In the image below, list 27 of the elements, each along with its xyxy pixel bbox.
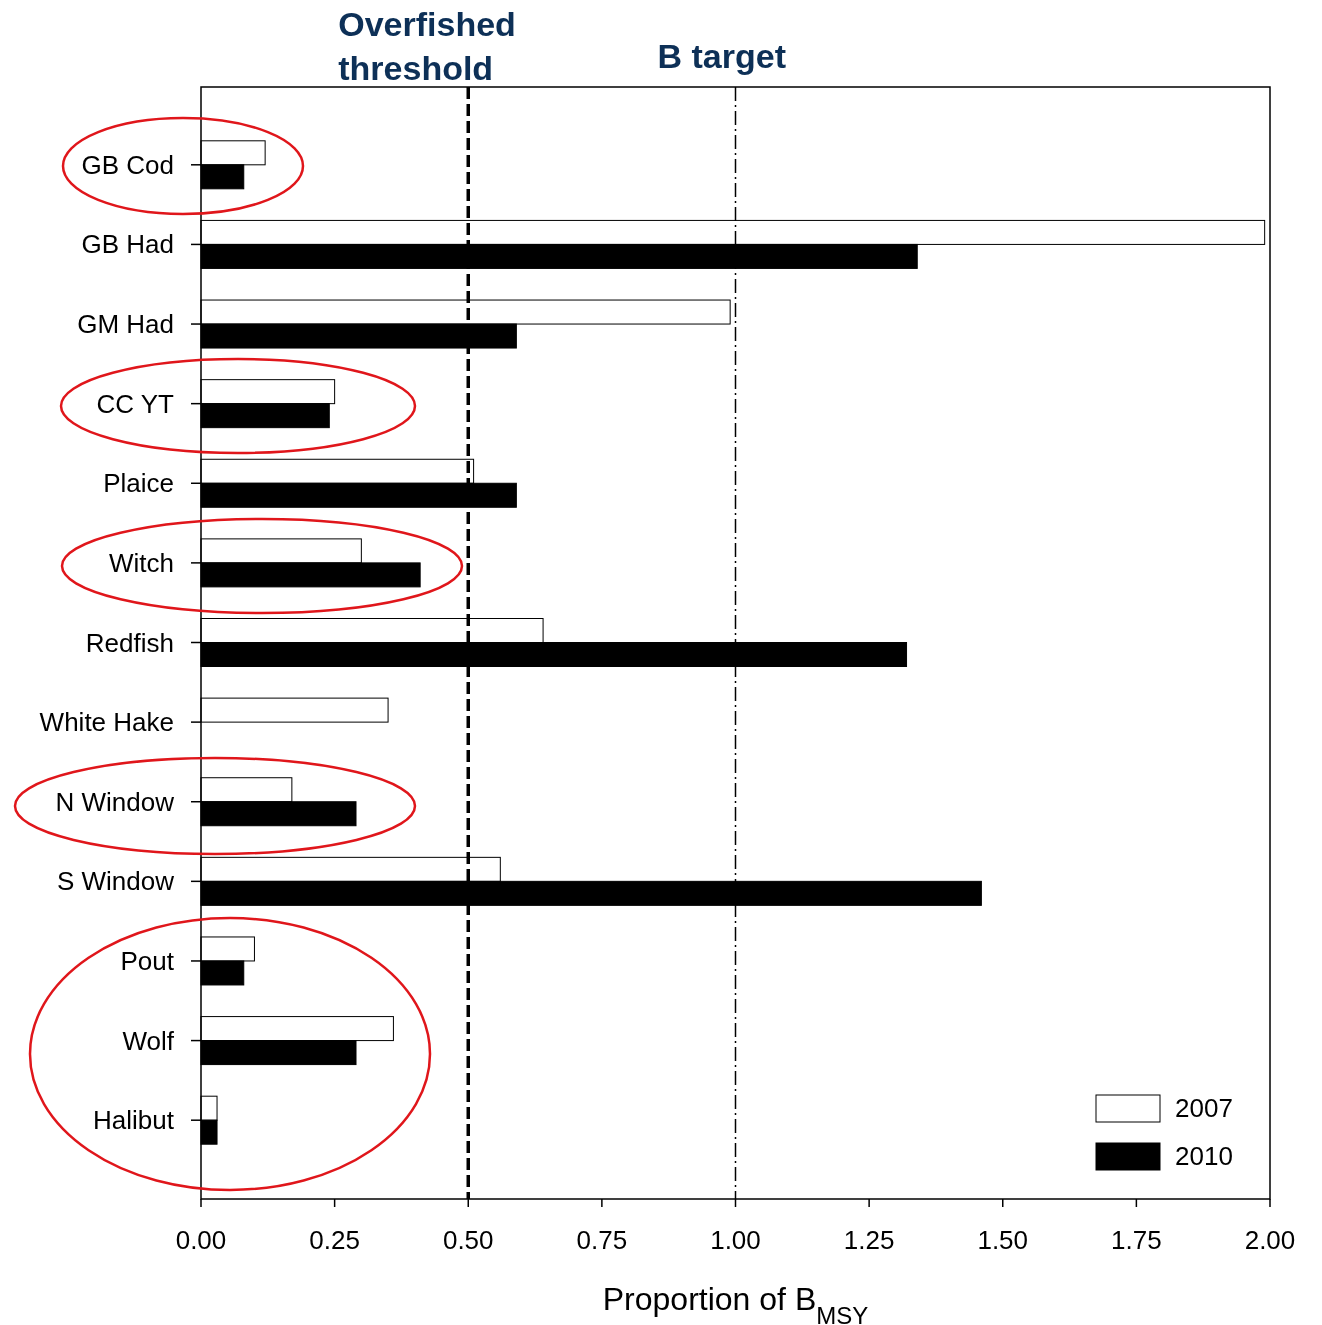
ref-line-label: B target <box>657 37 786 75</box>
x-axis-title: Proportion of B$_{MSY}$ <box>602 1281 869 1325</box>
x-tick-label: 1.75 <box>1111 1225 1162 1255</box>
y-tick-label: N Window <box>55 786 175 817</box>
y-tick-label: GB Had <box>81 229 174 260</box>
x-tick-label: 0.25 <box>309 1225 360 1255</box>
y-tick-label: Pout <box>120 945 175 976</box>
legend-label: 2007 <box>1175 1093 1233 1123</box>
y-tick-label: Witch <box>109 547 174 578</box>
y-tick-label: Plaice <box>103 468 174 499</box>
x-tick-label: 0.50 <box>442 1225 494 1255</box>
x-tick-label: 1.50 <box>977 1225 1029 1255</box>
x-tick-label: 1.25 <box>843 1225 895 1255</box>
y-tick-label: GM Had <box>77 309 174 340</box>
ref-line-label: Overfished threshold <box>338 5 516 87</box>
y-tick-label: White Hake <box>39 707 174 738</box>
y-tick-label: Wolf <box>122 1025 175 1056</box>
y-tick-label: Halibut <box>93 1105 175 1136</box>
legend-label: 2010 <box>1175 1141 1233 1171</box>
y-tick-label: CC YT <box>96 388 175 419</box>
x-tick-label: 0.00 <box>175 1225 227 1255</box>
y-tick-label: GB Cod <box>81 149 174 180</box>
x-tick-label: 1.00 <box>710 1225 761 1255</box>
x-tick-label: 2.00 <box>1244 1225 1296 1255</box>
y-tick-label: Redfish <box>85 627 174 658</box>
x-tick-label: 0.75 <box>576 1225 628 1255</box>
y-tick-label: S Window <box>56 866 175 897</box>
